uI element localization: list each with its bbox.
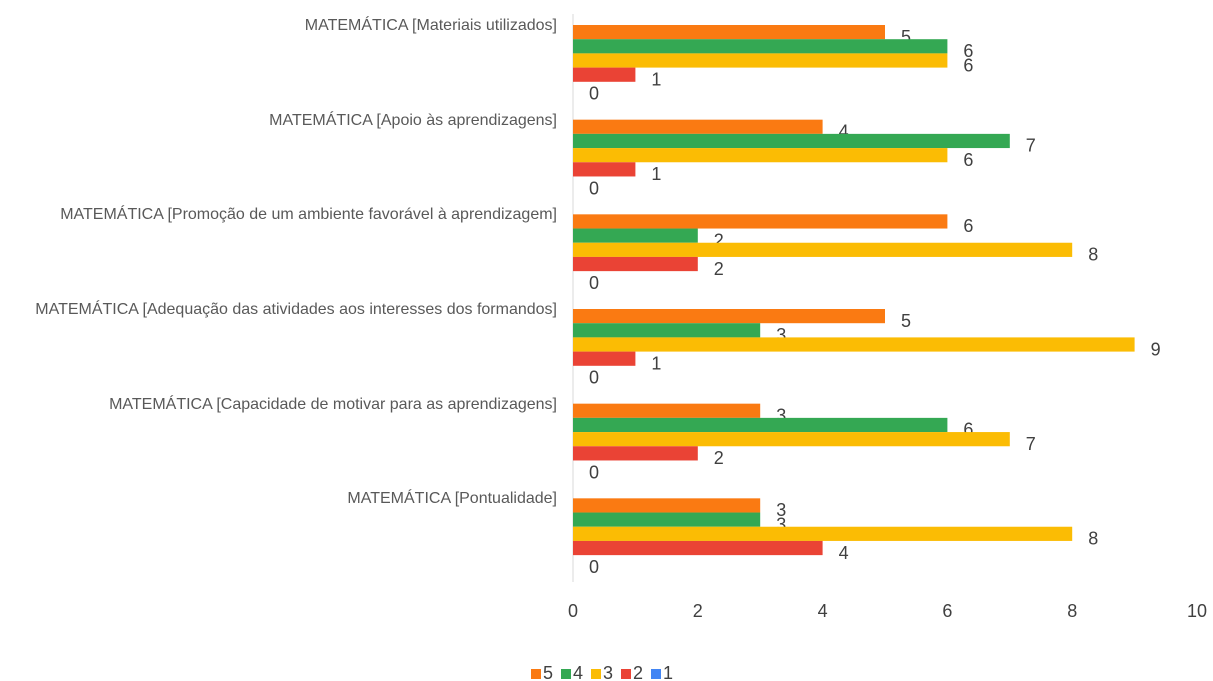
bar xyxy=(573,242,1073,257)
bar xyxy=(573,25,885,40)
data-label: 5 xyxy=(901,27,911,47)
bar xyxy=(573,432,1010,447)
legend-swatch xyxy=(531,669,541,679)
category-text: MATEMÁTICA [Promoção de um ambiente favo… xyxy=(60,206,557,224)
data-label: 8 xyxy=(1088,245,1098,265)
bar xyxy=(573,309,885,324)
bar xyxy=(573,403,761,418)
data-label: 0 xyxy=(589,84,599,104)
data-label: 2 xyxy=(714,230,724,250)
bar xyxy=(573,337,1135,352)
data-label: 6 xyxy=(963,420,973,440)
legend-label: 5 xyxy=(543,663,553,681)
bar xyxy=(573,498,761,513)
legend-swatch xyxy=(651,669,661,679)
data-label: 7 xyxy=(1026,434,1036,454)
bar xyxy=(573,228,698,243)
data-label: 1 xyxy=(651,164,661,184)
y-tick-label: MATEMÁTICA [Promoção de um ambiente favo… xyxy=(0,203,557,227)
legend-label: 1 xyxy=(663,663,673,681)
legend-swatch xyxy=(621,669,631,679)
bar xyxy=(573,526,1073,541)
data-label: 3 xyxy=(776,514,786,534)
data-label: 9 xyxy=(1151,339,1161,359)
data-label: 6 xyxy=(963,41,973,61)
bar xyxy=(573,162,636,177)
data-label: 3 xyxy=(776,325,786,345)
bar xyxy=(573,119,823,134)
data-label: 4 xyxy=(839,122,849,142)
bar xyxy=(573,133,1010,149)
bar xyxy=(573,148,948,163)
category-text: MATEMÁTICA [Materiais utilizados] xyxy=(304,17,557,34)
x-tick-label: 4 xyxy=(818,601,828,621)
data-label: 0 xyxy=(589,462,599,482)
x-tick-label: 10 xyxy=(1187,601,1207,621)
x-tick-label: 2 xyxy=(693,601,703,621)
data-label: 7 xyxy=(1026,136,1036,156)
bar xyxy=(573,67,636,82)
bar xyxy=(573,53,948,68)
bar xyxy=(573,214,948,229)
category-text: MATEMÁTICA [Pontualidade] xyxy=(347,490,557,508)
data-label: 0 xyxy=(589,273,599,293)
bar xyxy=(573,323,761,338)
x-tick-label: 6 xyxy=(942,601,952,621)
data-label: 0 xyxy=(589,368,599,388)
data-label: 1 xyxy=(651,353,661,373)
y-tick-label: MATEMÁTICA [Materiais utilizados] xyxy=(0,14,557,38)
bar xyxy=(573,256,698,272)
legend-label: 4 xyxy=(573,663,583,681)
bar xyxy=(573,39,948,54)
bar xyxy=(573,512,761,527)
legend-swatch xyxy=(591,669,601,679)
bar xyxy=(573,417,948,433)
x-tick-label: 8 xyxy=(1067,601,1077,621)
y-tick-label: MATEMÁTICA [Adequação das atividades aos… xyxy=(0,298,557,322)
data-label: 8 xyxy=(1088,529,1098,549)
data-label: 0 xyxy=(589,557,599,577)
category-text: MATEMÁTICA [Capacidade de motivar para a… xyxy=(109,395,557,413)
bar xyxy=(573,540,823,556)
data-label: 4 xyxy=(839,543,849,563)
data-label: 6 xyxy=(963,216,973,236)
bar xyxy=(573,446,698,461)
y-tick-label: MATEMÁTICA [Apoio às aprendizagens] xyxy=(0,109,557,133)
y-tick-label: MATEMÁTICA [Capacidade de motivar para a… xyxy=(0,393,557,417)
legend-label: 2 xyxy=(633,663,643,681)
x-tick-label: 0 xyxy=(568,601,578,621)
data-label: 0 xyxy=(589,178,599,198)
category-text: MATEMÁTICA [Apoio às aprendizagens] xyxy=(269,111,557,129)
data-label: 6 xyxy=(963,55,973,75)
data-label: 1 xyxy=(651,69,661,89)
category-text: MATEMÁTICA [Adequação das atividades aos… xyxy=(35,301,557,318)
legend-label: 3 xyxy=(603,663,613,681)
legend-swatch xyxy=(561,669,571,679)
data-label: 6 xyxy=(963,150,973,170)
data-label: 5 xyxy=(901,311,911,331)
y-tick-label: MATEMÁTICA [Pontualidade] xyxy=(0,487,557,511)
data-label: 2 xyxy=(714,448,724,468)
bar xyxy=(573,351,636,366)
data-label: 2 xyxy=(714,259,724,279)
data-label: 3 xyxy=(776,406,786,426)
data-label: 3 xyxy=(776,500,786,520)
